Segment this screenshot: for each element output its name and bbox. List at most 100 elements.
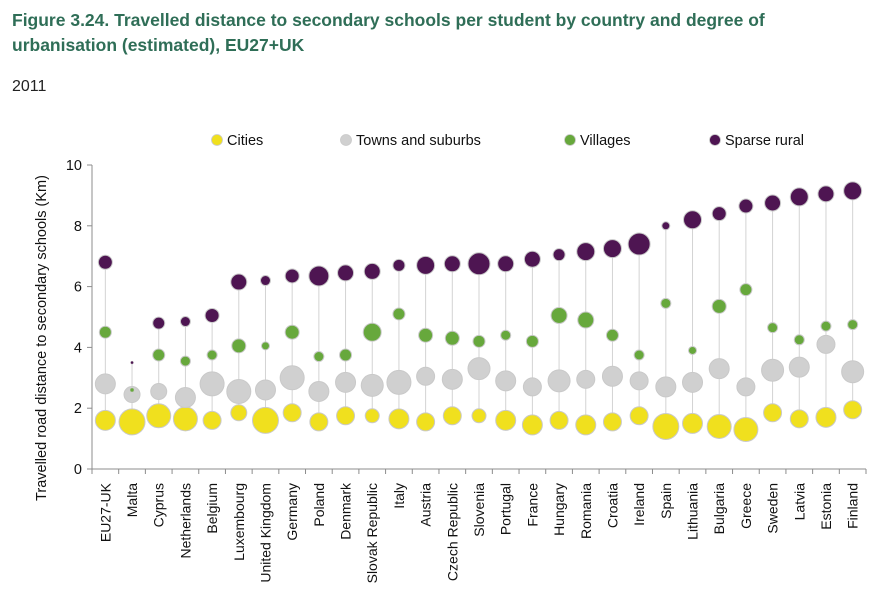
x-tick-label: Spain	[658, 483, 674, 519]
y-tick-label: 10	[66, 158, 82, 174]
bubble-villages	[605, 328, 619, 342]
x-tick-label: United Kingdom	[257, 483, 273, 583]
bubble-sparse_rural	[738, 198, 754, 214]
bubble-towns	[416, 366, 436, 386]
bubble-cities	[789, 409, 809, 429]
bubble-villages	[688, 345, 698, 355]
bubble-villages	[577, 311, 595, 329]
bubble-towns	[360, 373, 384, 397]
bubble-cities	[521, 414, 543, 436]
x-tick-label: Cyprus	[151, 483, 167, 527]
bubble-villages	[820, 320, 832, 332]
bubble-towns	[174, 387, 196, 409]
x-tick-label: Slovenia	[471, 483, 487, 537]
bubble-cities	[94, 409, 116, 431]
bubble-villages	[525, 334, 539, 348]
bubble-sparse_rural	[523, 250, 541, 268]
x-tick-label: Latvia	[791, 483, 807, 521]
bubble-sparse_rural	[552, 248, 566, 262]
bubble-sparse_rural	[259, 275, 271, 287]
bubble-sparse_rural	[363, 262, 381, 280]
bubble-towns	[841, 360, 865, 384]
bubble-towns	[495, 370, 517, 392]
bubble-cities	[442, 406, 462, 426]
bubble-villages	[418, 327, 434, 343]
x-tick-label: EU27-UK	[97, 482, 113, 542]
bubble-towns	[601, 365, 623, 387]
legend-label-cities: Cities	[227, 133, 263, 149]
bubble-cities	[629, 406, 649, 426]
bubble-towns	[335, 371, 357, 393]
x-tick-label: Netherlands	[177, 483, 193, 559]
bubble-villages	[339, 348, 353, 362]
y-tick-label: 2	[74, 401, 82, 417]
x-tick-label: Sweden	[765, 483, 781, 534]
bubble-towns	[788, 356, 810, 378]
y-tick-label: 6	[74, 280, 82, 296]
bubble-sparse_rural	[627, 232, 651, 256]
bubble-villages	[362, 322, 382, 342]
bubble-villages	[231, 338, 247, 354]
y-axis: 0 2 4 6 8 10	[66, 158, 93, 478]
bubble-cities	[843, 400, 863, 420]
legend-marker-sparse_rural	[709, 134, 721, 146]
bubble-sparse_rural	[97, 254, 113, 270]
x-tick-label: Lithuania	[685, 483, 701, 540]
legend-marker-villages	[564, 134, 576, 146]
x-tick-label: Ireland	[631, 483, 647, 526]
x-tick-label: Poland	[311, 483, 327, 527]
bubble-villages	[284, 324, 300, 340]
bubbles	[94, 181, 865, 442]
bubble-villages	[392, 307, 406, 321]
x-tick-label: Austria	[418, 483, 434, 527]
bubble-cities	[172, 406, 198, 432]
chart-title: Figure 3.24. Travelled distance to secon…	[12, 10, 765, 55]
x-tick-label: Malta	[124, 483, 140, 517]
y-tick-label: 4	[74, 340, 82, 356]
bubble-sparse_rural	[497, 255, 515, 273]
bubble-cities	[202, 410, 222, 430]
x-tick-label: France	[524, 483, 540, 527]
bubble-villages	[206, 349, 218, 361]
bubble-sparse_rural	[576, 242, 596, 262]
legend-marker-cities	[211, 134, 223, 146]
legend: Cities Towns and suburbs Villages Sparse ru…	[211, 133, 804, 149]
bubble-cities	[652, 412, 680, 440]
legend-label-towns: Towns and suburbs	[356, 133, 481, 149]
bubble-cities	[146, 403, 172, 429]
bubble-cities	[495, 409, 517, 431]
bubble-towns	[576, 369, 596, 389]
bubble-cities	[682, 412, 704, 434]
bubble-villages	[444, 330, 460, 346]
bubble-cities	[388, 408, 410, 430]
bubble-cities	[251, 406, 279, 434]
x-tick-label: Estonia	[818, 483, 834, 530]
bubble-towns	[708, 358, 730, 380]
bubble-villages	[313, 351, 325, 363]
bubble-sparse_rural	[308, 265, 330, 287]
bubble-cities	[815, 406, 837, 428]
bubble-sparse_rural	[789, 187, 809, 207]
x-tick-label: Czech Republic	[444, 483, 460, 581]
x-tick-label: Luxembourg	[231, 483, 247, 561]
bubble-cities	[282, 403, 302, 423]
bubble-villages	[98, 325, 112, 339]
bubble-sparse_rural	[416, 255, 436, 275]
bubble-sparse_rural	[467, 252, 491, 276]
bubble-cities	[118, 408, 146, 436]
bubble-sparse_rural	[764, 194, 782, 212]
bubble-sparse_rural	[602, 239, 622, 259]
x-tick-label: Italy	[391, 483, 407, 509]
bubble-towns	[441, 368, 463, 390]
bubble-villages	[260, 341, 270, 351]
legend-marker-towns	[340, 134, 352, 146]
bubble-towns	[279, 365, 305, 391]
bubble-sparse_rural	[152, 316, 166, 330]
x-tick-label: Belgium	[204, 483, 220, 534]
bubble-towns	[761, 358, 785, 382]
y-axis-label: Travelled road distance to secondary sch…	[34, 175, 50, 501]
x-tick-label: Portugal	[498, 483, 514, 535]
bubble-towns	[682, 371, 704, 393]
bubble-towns	[150, 382, 168, 400]
